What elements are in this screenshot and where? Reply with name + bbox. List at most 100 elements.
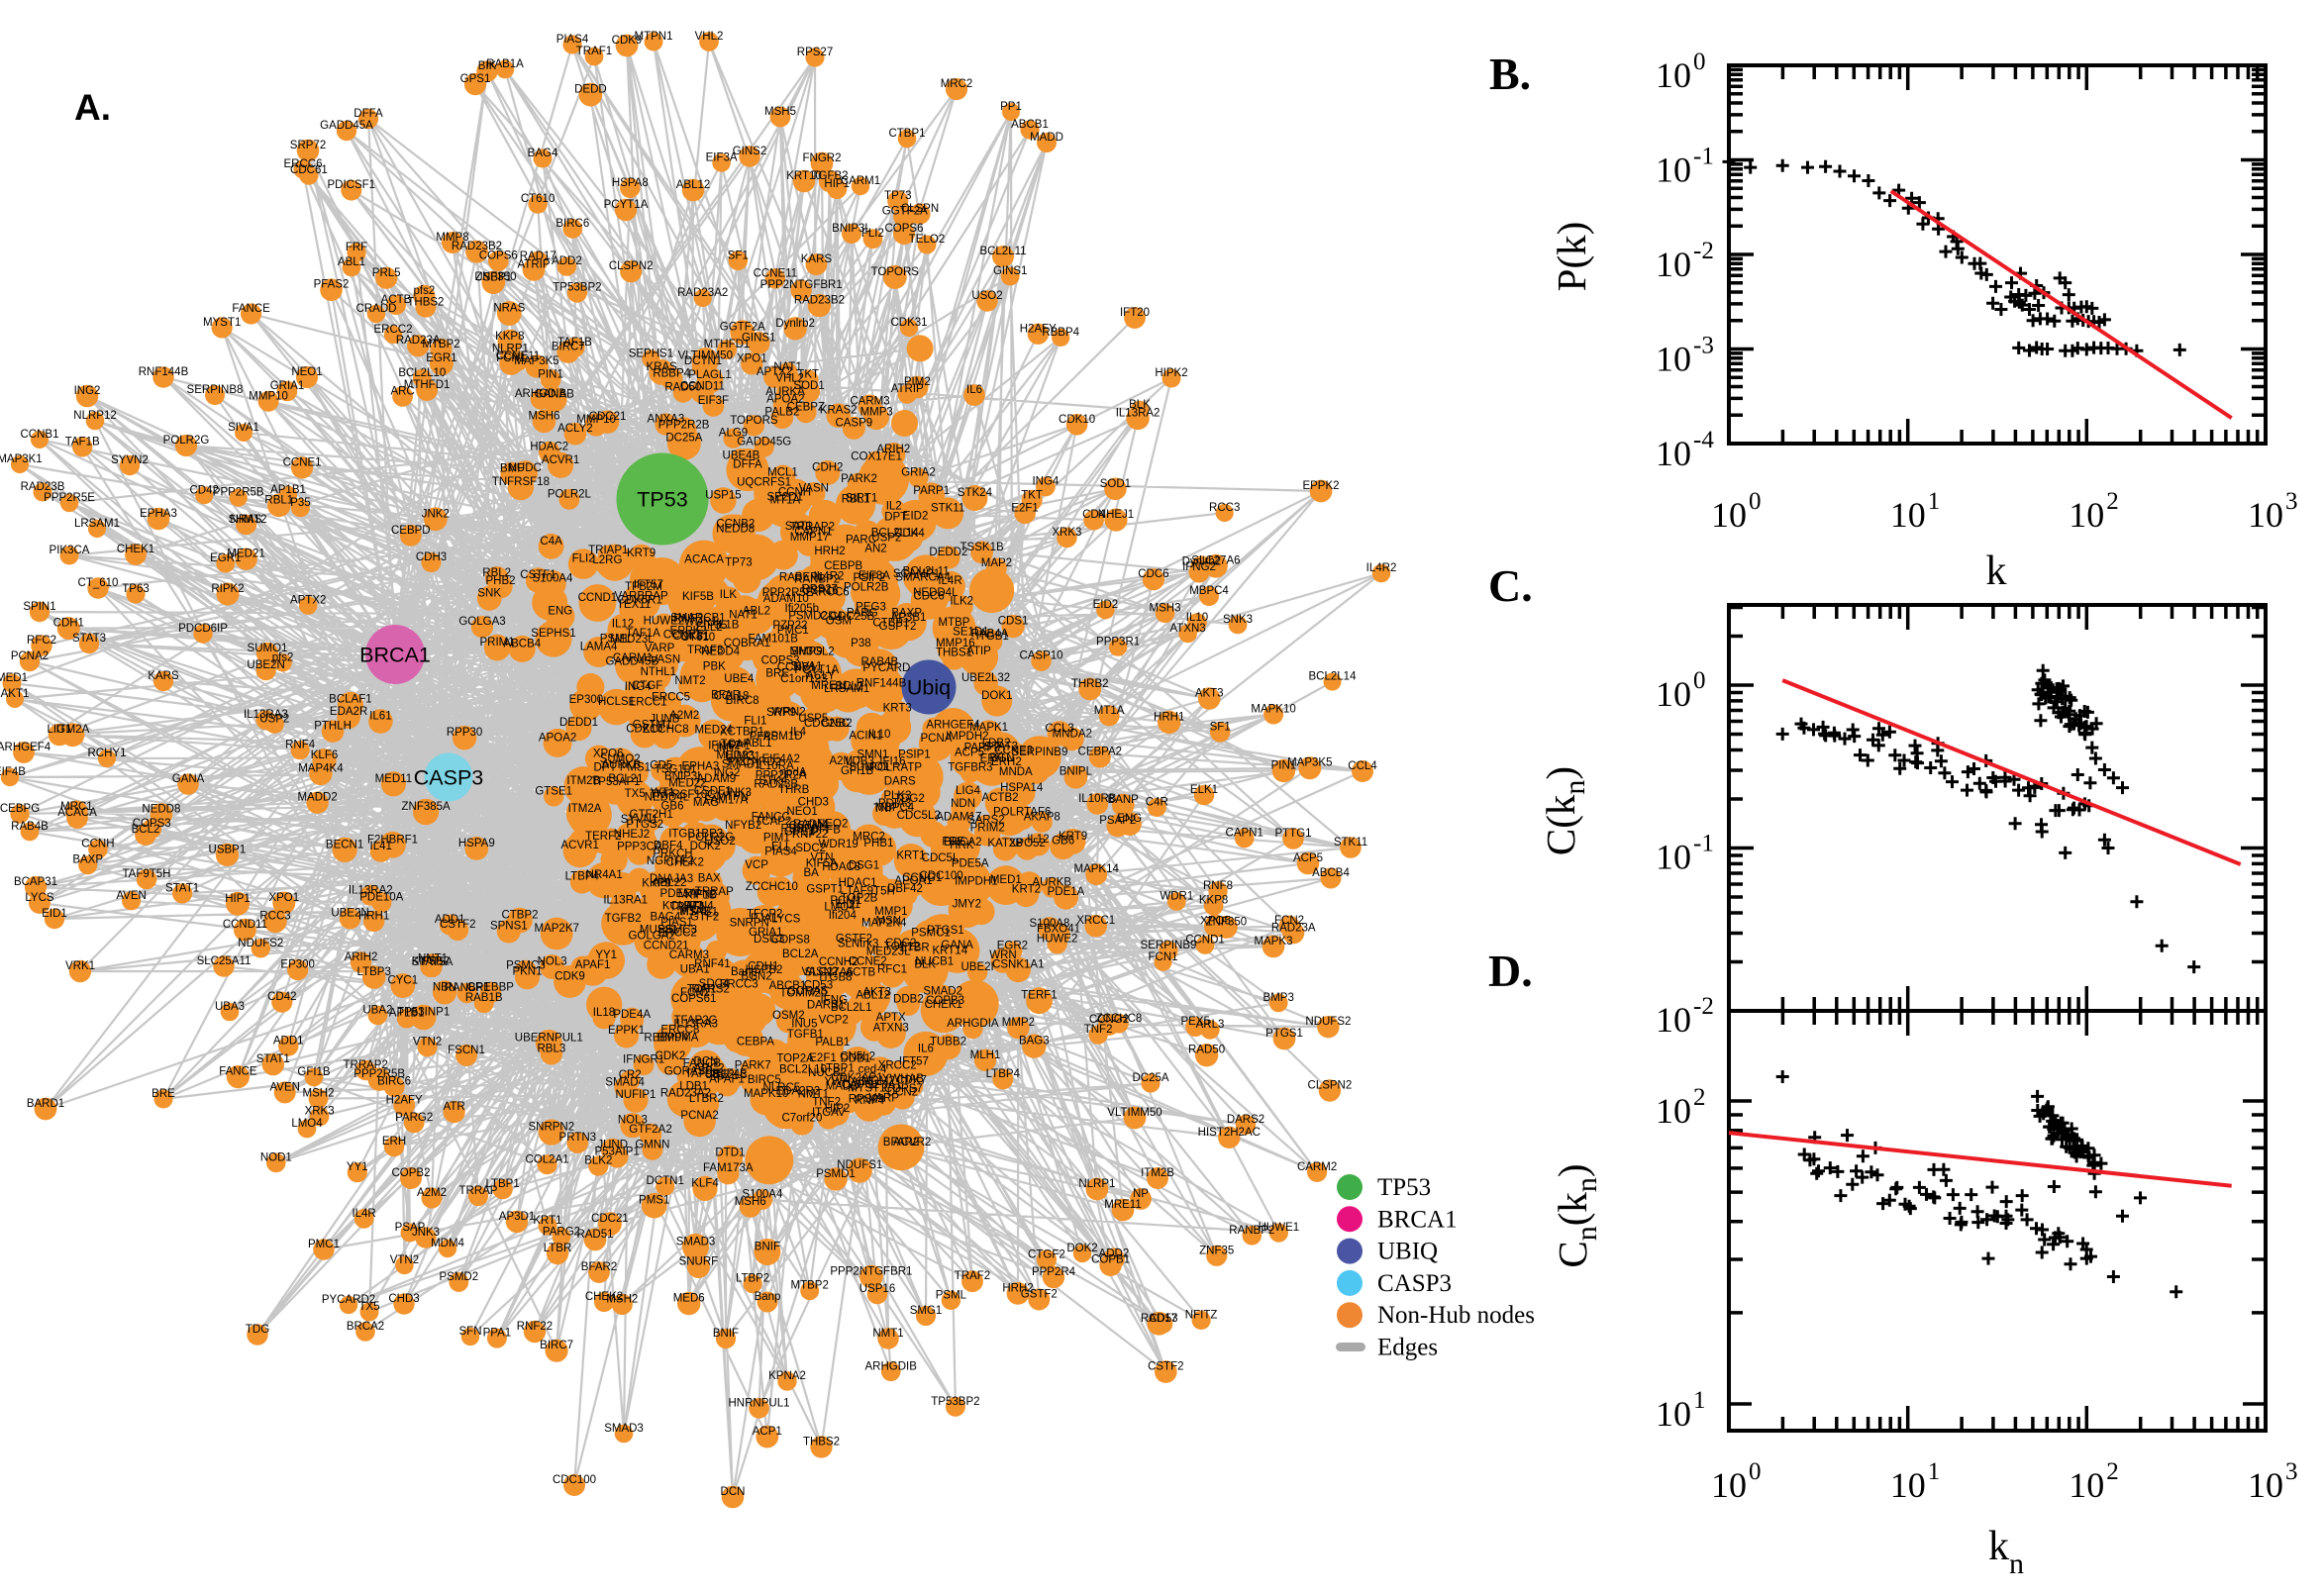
svg-text:10: 10 bbox=[1656, 1000, 1691, 1040]
svg-text:CDC21: CDC21 bbox=[591, 1213, 629, 1225]
svg-text:PSAP: PSAP bbox=[395, 1222, 426, 1234]
svg-text:RBBP4: RBBP4 bbox=[1042, 327, 1079, 339]
svg-text:SEPHS1: SEPHS1 bbox=[629, 348, 673, 359]
svg-text:MMP2: MMP2 bbox=[1002, 1017, 1035, 1029]
svg-text:RAD51: RAD51 bbox=[576, 1229, 613, 1241]
svg-text:10: 10 bbox=[1711, 495, 1747, 535]
svg-text:2: 2 bbox=[2106, 488, 2119, 515]
svg-text:LTBP4: LTBP4 bbox=[986, 1068, 1021, 1080]
svg-text:BRCA2: BRCA2 bbox=[347, 1321, 384, 1333]
svg-text:APOA2: APOA2 bbox=[539, 732, 576, 744]
svg-text:RAB4B: RAB4B bbox=[11, 821, 49, 833]
svg-text:DTD1: DTD1 bbox=[715, 1147, 745, 1159]
svg-text:LTBR: LTBR bbox=[544, 1243, 572, 1254]
svg-text:VASN: VASN bbox=[651, 654, 680, 666]
svg-text:TGFB1: TGFB1 bbox=[787, 1029, 824, 1041]
svg-text:SUMO1: SUMO1 bbox=[849, 761, 889, 773]
svg-text:PARK7: PARK7 bbox=[735, 1060, 771, 1072]
svg-text:OSM2: OSM2 bbox=[772, 1010, 805, 1022]
svg-text:CEBPD: CEBPD bbox=[391, 525, 431, 537]
svg-text:COPB2: COPB2 bbox=[392, 1167, 431, 1179]
svg-text:MADD2: MADD2 bbox=[297, 792, 337, 804]
svg-text:Cn(kn): Cn(kn) bbox=[1550, 1163, 1603, 1267]
svg-text:ACP1: ACP1 bbox=[753, 1426, 782, 1438]
svg-text:SMN1: SMN1 bbox=[857, 749, 888, 761]
svg-text:TGFB2: TGFB2 bbox=[605, 913, 642, 925]
svg-text:TRRAP2: TRRAP2 bbox=[344, 1059, 388, 1071]
svg-text:ADAM17: ADAM17 bbox=[936, 812, 981, 824]
svg-text:USBP1: USBP1 bbox=[474, 271, 512, 283]
svg-text:EID1: EID1 bbox=[835, 899, 860, 911]
svg-text:BCL2L11: BCL2L11 bbox=[979, 246, 1026, 257]
svg-text:0: 0 bbox=[1693, 667, 1706, 694]
svg-text:ERH: ERH bbox=[980, 753, 1004, 765]
svg-text:LTBP1: LTBP1 bbox=[820, 1063, 854, 1075]
svg-text:UBERNPUL1: UBERNPUL1 bbox=[515, 1032, 583, 1044]
svg-text:PYCARD: PYCARD bbox=[862, 662, 910, 674]
svg-text:NLRP12: NLRP12 bbox=[73, 410, 116, 422]
svg-text:SERPINB8: SERPINB8 bbox=[187, 384, 244, 396]
svg-text:AKT1: AKT1 bbox=[1, 688, 30, 700]
svg-text:ACLY2: ACLY2 bbox=[557, 423, 593, 435]
svg-text:ERH2: ERH2 bbox=[991, 756, 1022, 768]
svg-text:HRH1: HRH1 bbox=[1154, 712, 1184, 724]
svg-text:STAT3: STAT3 bbox=[984, 741, 1018, 752]
svg-text:CCNH: CCNH bbox=[81, 839, 114, 850]
svg-text:RAD23A: RAD23A bbox=[1271, 922, 1316, 934]
svg-text:KRT9: KRT9 bbox=[1059, 831, 1087, 843]
svg-text:DARS2: DARS2 bbox=[1227, 1114, 1264, 1126]
svg-text:NMT2: NMT2 bbox=[674, 675, 705, 687]
svg-text:WRN2: WRN2 bbox=[772, 707, 806, 719]
svg-text:ADAM9: ADAM9 bbox=[696, 773, 736, 785]
svg-text:BNIF: BNIF bbox=[713, 1328, 739, 1340]
svg-text:MED1: MED1 bbox=[0, 672, 28, 684]
svg-text:MMP8: MMP8 bbox=[436, 232, 468, 244]
svg-text:IL18: IL18 bbox=[593, 1007, 615, 1019]
svg-text:MAP2: MAP2 bbox=[981, 557, 1012, 569]
svg-text:CCND21: CCND21 bbox=[644, 941, 689, 952]
svg-text:DFFA: DFFA bbox=[733, 459, 762, 471]
svg-text:10: 10 bbox=[1656, 1091, 1691, 1131]
svg-text:ING2: ING2 bbox=[74, 385, 101, 397]
svg-text:PRL5: PRL5 bbox=[372, 267, 401, 279]
svg-text:TERF1: TERF1 bbox=[1021, 990, 1057, 1002]
svg-text:NR4A1: NR4A1 bbox=[586, 869, 623, 881]
svg-text:EP300: EP300 bbox=[569, 694, 604, 706]
svg-text:PTGS1: PTGS1 bbox=[927, 925, 964, 937]
svg-text:PALB1: PALB1 bbox=[815, 1037, 850, 1048]
svg-text:MT1A: MT1A bbox=[1094, 705, 1125, 717]
svg-text:CDH1: CDH1 bbox=[748, 960, 778, 972]
svg-text:PIM1: PIM1 bbox=[763, 833, 790, 845]
svg-text:PRTN3: PRTN3 bbox=[559, 1132, 597, 1144]
svg-text:NAT1: NAT1 bbox=[773, 361, 802, 373]
svg-text:RPS27: RPS27 bbox=[797, 47, 833, 58]
svg-text:CD4: CD4 bbox=[820, 611, 844, 623]
svg-text:TOPORS: TOPORS bbox=[871, 266, 920, 278]
svg-text:LTBR2: LTBR2 bbox=[689, 1093, 724, 1105]
svg-text:CDH2: CDH2 bbox=[812, 462, 843, 474]
svg-text:ABL1: ABL1 bbox=[338, 256, 365, 268]
svg-text:FRF: FRF bbox=[942, 837, 963, 848]
svg-text:KRT14: KRT14 bbox=[933, 946, 968, 957]
svg-text:NEDD8: NEDD8 bbox=[716, 524, 755, 536]
svg-text:RNF4: RNF4 bbox=[855, 1095, 885, 1107]
svg-text:JMY2: JMY2 bbox=[953, 899, 981, 911]
svg-text:k: k bbox=[1986, 549, 2007, 594]
svg-text:VCP2: VCP2 bbox=[819, 1015, 849, 1027]
svg-text:STK11: STK11 bbox=[1334, 837, 1367, 848]
svg-text:HSPB2: HSPB2 bbox=[746, 964, 783, 976]
svg-text:TFAP2C: TFAP2C bbox=[673, 1015, 716, 1027]
svg-text:ATIP: ATIP bbox=[966, 646, 991, 657]
svg-text:TNFRSF10C: TNFRSF10C bbox=[650, 789, 715, 801]
svg-text:PIN1: PIN1 bbox=[538, 369, 563, 381]
svg-text:CDC6: CDC6 bbox=[1138, 568, 1168, 580]
svg-text:A.: A. bbox=[74, 87, 111, 128]
svg-text:ATR: ATR bbox=[444, 1101, 465, 1113]
svg-text:GRIA2: GRIA2 bbox=[901, 467, 936, 479]
svg-text:PARP2: PARP2 bbox=[964, 742, 1001, 753]
svg-text:MCL1: MCL1 bbox=[767, 467, 798, 479]
svg-text:C.: C. bbox=[1488, 560, 1533, 611]
svg-text:S100A4: S100A4 bbox=[742, 1189, 783, 1201]
svg-text:EIF3F: EIF3F bbox=[698, 395, 729, 407]
svg-text:BRCC3: BRCC3 bbox=[720, 978, 758, 990]
